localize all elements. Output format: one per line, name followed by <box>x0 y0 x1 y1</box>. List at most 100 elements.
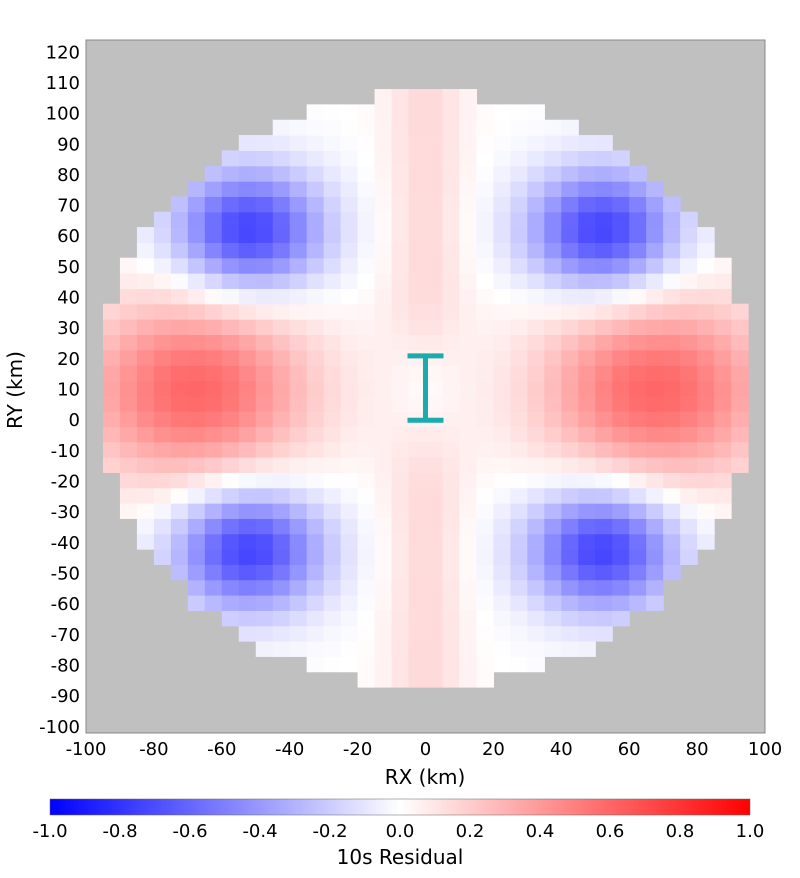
heatmap-cell <box>697 227 715 243</box>
y-tick-label: 110 <box>46 73 80 94</box>
heatmap-cell <box>442 487 461 504</box>
heatmap-cell <box>697 411 715 427</box>
y-tick-label: 40 <box>57 288 80 309</box>
heatmap-cell <box>527 242 545 259</box>
heatmap-cell <box>238 273 257 289</box>
heatmap-cell <box>391 181 410 197</box>
heatmap-cells <box>102 89 749 688</box>
heatmap-cell <box>323 365 342 381</box>
heatmap-cell <box>612 472 630 489</box>
heatmap-cell <box>272 579 291 596</box>
heatmap-cell <box>357 395 376 412</box>
heatmap-cell <box>408 319 427 335</box>
heatmap-cell <box>136 288 155 305</box>
heatmap-cell <box>697 242 715 259</box>
heatmap-cell <box>221 595 240 611</box>
heatmap-cell <box>357 579 376 596</box>
heatmap-cell <box>714 457 732 473</box>
heatmap-cell <box>578 411 596 427</box>
heatmap-cell <box>459 119 478 136</box>
heatmap-cell <box>187 395 206 412</box>
heatmap-cell <box>527 595 545 611</box>
heatmap-cell <box>340 303 359 320</box>
heatmap-cell <box>289 150 308 167</box>
heatmap-cell <box>561 426 579 443</box>
heatmap-cell <box>238 196 257 213</box>
heatmap-cell <box>238 472 257 489</box>
heatmap-cell <box>527 472 545 489</box>
heatmap-cell <box>646 441 664 458</box>
heatmap-cell <box>255 533 274 550</box>
heatmap-cell <box>272 380 291 397</box>
heatmap-cell <box>340 288 359 305</box>
heatmap-cell <box>561 503 579 519</box>
heatmap-cell <box>493 227 511 243</box>
heatmap-cell <box>595 242 613 259</box>
heatmap-cell <box>204 380 223 397</box>
heatmap-cell <box>170 319 189 335</box>
heatmap-cell <box>221 380 240 397</box>
heatmap-cell <box>425 564 444 581</box>
heatmap-cell <box>680 273 698 289</box>
heatmap-cell <box>646 288 664 305</box>
heatmap-cell <box>408 273 427 289</box>
heatmap-cell <box>646 196 664 213</box>
heatmap-cell <box>459 487 478 504</box>
heatmap-cell <box>374 273 393 289</box>
heatmap-cell <box>323 641 342 657</box>
heatmap-cell <box>272 533 291 550</box>
heatmap-cell <box>306 242 325 259</box>
heatmap-cell <box>510 288 528 305</box>
heatmap-cell <box>714 319 732 335</box>
heatmap-cell <box>255 380 274 397</box>
heatmap-cell <box>255 595 274 611</box>
heatmap-cell <box>561 472 579 489</box>
heatmap-cell <box>510 181 528 197</box>
heatmap-cell <box>561 487 579 504</box>
heatmap-cell <box>493 181 511 197</box>
heatmap-cell <box>272 395 291 412</box>
heatmap-cell <box>527 273 545 289</box>
heatmap-cell <box>544 441 562 458</box>
x-tick-label: -20 <box>343 739 372 760</box>
heatmap-cell <box>204 426 223 443</box>
heatmap-cell <box>476 135 494 151</box>
heatmap-cell <box>187 487 206 504</box>
heatmap-cell <box>459 89 478 105</box>
heatmap-cell <box>493 395 511 412</box>
heatmap-cell <box>476 579 494 596</box>
heatmap-cell <box>119 395 138 412</box>
heatmap-cell <box>459 165 478 182</box>
heatmap-cell <box>340 104 359 121</box>
heatmap-cell <box>187 288 206 305</box>
heatmap-cell <box>204 181 223 197</box>
heatmap-cell <box>510 426 528 443</box>
heatmap-cell <box>425 625 444 642</box>
heatmap-cell <box>323 349 342 366</box>
heatmap-cell <box>578 564 596 581</box>
heatmap-cell <box>425 334 444 351</box>
heatmap-cell <box>646 303 664 320</box>
heatmap-cell <box>595 227 613 243</box>
heatmap-cell <box>442 641 461 657</box>
heatmap-cell <box>493 165 511 182</box>
heatmap-cell <box>578 380 596 397</box>
heatmap-cell <box>323 426 342 443</box>
heatmap-cell <box>238 610 257 627</box>
heatmap-cell <box>493 641 511 657</box>
x-tick-label: 0 <box>420 739 431 760</box>
heatmap-cell <box>527 411 545 427</box>
heatmap-cell <box>527 625 545 642</box>
heatmap-cell <box>238 625 257 642</box>
heatmap-cell <box>136 319 155 335</box>
heatmap-cell <box>221 365 240 381</box>
heatmap-cell <box>153 288 172 305</box>
heatmap-cell <box>442 334 461 351</box>
y-tick-label: -90 <box>51 686 80 707</box>
heatmap-cell <box>255 641 274 657</box>
heatmap-cell <box>578 303 596 320</box>
heatmap-cell <box>493 457 511 473</box>
heatmap-cell <box>714 380 732 397</box>
heatmap-cell <box>595 564 613 581</box>
heatmap-cell <box>476 273 494 289</box>
